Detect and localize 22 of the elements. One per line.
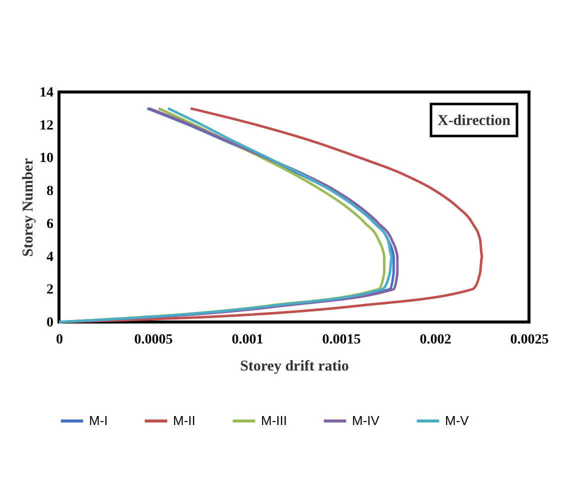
x-tick-label: 0.0015	[322, 332, 361, 348]
legend-label: M-III	[261, 413, 287, 428]
x-tick-label: 0.001	[232, 332, 264, 348]
x-tick-label: 0.0025	[510, 332, 549, 348]
y-tick-label: 4	[46, 250, 54, 265]
y-tick-label: 8	[46, 184, 54, 200]
annotation: X-direction	[437, 113, 512, 129]
y-tick-label: 2	[46, 282, 54, 298]
y-tick-label: 14	[40, 86, 54, 100]
x-tick-label: 0	[56, 332, 63, 348]
legend-label: M-II	[173, 413, 196, 428]
y-tick-label: 0	[46, 316, 54, 330]
y-tick-label: 10	[40, 151, 54, 166]
x-tick-label: 0.002	[420, 332, 452, 348]
y-tick-label: 6	[46, 216, 54, 232]
legend-label: M-I	[89, 413, 108, 428]
legend-label: M-V	[445, 413, 470, 428]
y-tick-label: 12	[40, 118, 54, 134]
y-axis-title: Storey Number	[20, 158, 36, 257]
x-tick-label: 0.0005	[134, 332, 173, 348]
x-axis-title: Storey drift ratio	[240, 358, 349, 374]
legend-label: M-IV	[352, 413, 380, 428]
